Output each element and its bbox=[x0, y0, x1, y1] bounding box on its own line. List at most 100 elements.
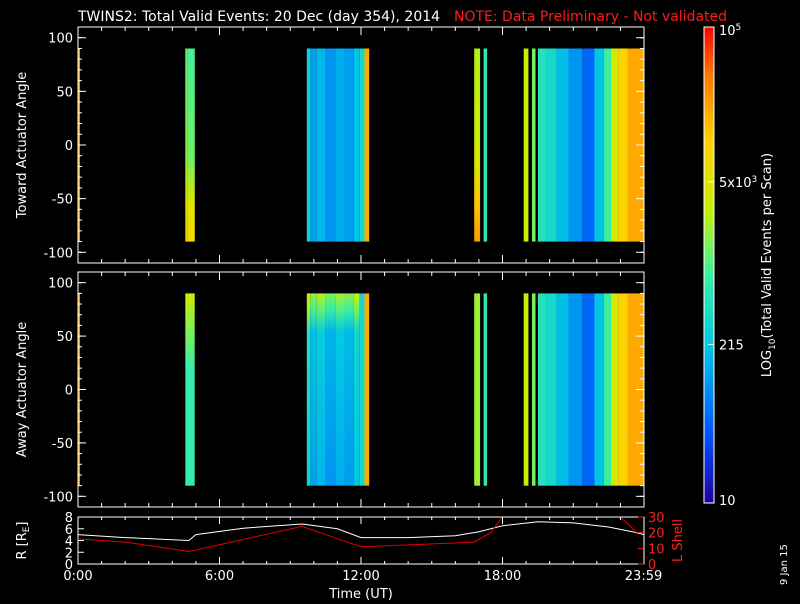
heatmap-bin bbox=[627, 48, 644, 242]
heatmap-bin bbox=[474, 293, 481, 486]
heatmap-bin bbox=[310, 293, 317, 486]
heatmap-bin bbox=[537, 48, 545, 242]
heatmap-bin bbox=[335, 48, 345, 242]
y-tick-label: 100 bbox=[48, 32, 73, 47]
orbit-plot-frame bbox=[77, 516, 645, 565]
x-tick-label: 18:00 bbox=[484, 569, 521, 584]
y-tick-label: -50 bbox=[52, 193, 73, 208]
r-tick-label: 8 bbox=[65, 511, 73, 526]
y-tick-label: 0 bbox=[65, 384, 73, 399]
heatmap-bin bbox=[325, 48, 335, 242]
colorbar-label-pre: LOG bbox=[760, 350, 775, 377]
heatmap-bin bbox=[325, 293, 335, 486]
x-tick-label: 6:00 bbox=[205, 569, 234, 584]
heatmap-bin bbox=[545, 293, 557, 486]
heatmap-bin bbox=[568, 48, 583, 242]
heatmap-bin bbox=[568, 293, 583, 486]
y-tick-label: 100 bbox=[48, 277, 73, 292]
heatmap-bin bbox=[364, 48, 370, 242]
heatmap-bin bbox=[523, 48, 529, 242]
colorbar-tick-label: 105 bbox=[719, 23, 741, 39]
heatmap-bin bbox=[353, 293, 360, 486]
heatmap-bin bbox=[594, 293, 604, 486]
y-tick-label: -100 bbox=[43, 490, 73, 505]
heatmap-bin bbox=[344, 293, 354, 486]
colorbar-tick-label: 5x103 bbox=[719, 175, 757, 191]
heatmap-bin bbox=[474, 48, 481, 242]
heatmap-bin bbox=[483, 293, 488, 486]
l-shell-line bbox=[78, 517, 503, 553]
heatmap-bin bbox=[310, 48, 317, 242]
toward-angle-panel: 100 50 0 -50 -100 Toward Actuator Angle bbox=[15, 26, 645, 264]
away-angle-panel: 100 50 0 -50 -100 Away Actuator Angle bbox=[15, 271, 645, 508]
x-axis-label: Time (UT) bbox=[328, 587, 393, 600]
colorbar-gradient bbox=[703, 26, 715, 504]
l-shell-tick-label: 0 bbox=[648, 558, 656, 573]
y-tick-label: 50 bbox=[56, 330, 73, 345]
heatmap-bin bbox=[618, 293, 628, 486]
colorbar-tick-label: 215 bbox=[719, 338, 744, 353]
date-stamp: 9 Jan 15 bbox=[779, 544, 790, 585]
y-tick-label: 50 bbox=[56, 85, 73, 100]
heatmap-bin bbox=[611, 48, 619, 242]
heatmap-bin bbox=[545, 48, 557, 242]
heatmap-bin bbox=[185, 48, 188, 242]
x-tick-label: 23:59 bbox=[625, 569, 662, 584]
heatmap-bin bbox=[187, 48, 195, 242]
colorbar-ticks: 10 215 5x103 105 bbox=[708, 23, 757, 509]
r-tick-label: 0 bbox=[65, 558, 73, 573]
heatmap-bin bbox=[185, 293, 195, 486]
y-tick-label: -50 bbox=[52, 437, 73, 452]
heatmap-bin bbox=[532, 48, 536, 242]
r-axis-label: R [RE] bbox=[15, 521, 32, 559]
heatmap-bin bbox=[359, 48, 365, 242]
r-distance-line bbox=[78, 521, 644, 542]
heatmap-bin bbox=[344, 48, 354, 242]
heatmap-bin bbox=[364, 293, 370, 486]
heatmap-bin bbox=[594, 48, 604, 242]
preliminary-note: NOTE: Data Preliminary - Not validated bbox=[454, 9, 727, 25]
r-tick-label: 4 bbox=[65, 535, 73, 550]
l-shell-tick-label: 20 bbox=[648, 527, 665, 542]
heatmap-bin bbox=[603, 48, 611, 242]
heatmap-bin bbox=[316, 48, 326, 242]
y-tick-label: -100 bbox=[43, 246, 73, 261]
colorbar-tick-label: 10 bbox=[719, 494, 736, 509]
y-axis-label: Toward Actuator Angle bbox=[15, 72, 30, 219]
heatmap-bin bbox=[618, 48, 628, 242]
y-tick-label: 0 bbox=[65, 139, 73, 154]
heatmap-bin bbox=[611, 293, 619, 486]
colorbar-label-post: (Total Valid Events per Scan) bbox=[760, 153, 775, 339]
chart-title: TWINS2: Total Valid Events: 20 Dec (day … bbox=[77, 9, 440, 25]
y-axis-label: Away Actuator Angle bbox=[15, 322, 30, 457]
heatmap-bin bbox=[556, 293, 569, 486]
colorbar-label: LOG10(Total Valid Events per Scan) bbox=[760, 153, 778, 377]
heatmap-bin bbox=[582, 293, 595, 486]
l-shell-tick-label: 30 bbox=[648, 511, 665, 526]
heatmap-bin bbox=[335, 293, 345, 486]
l-shell-line bbox=[620, 517, 638, 534]
colorbar-label-sub: 10 bbox=[768, 338, 778, 350]
heatmap-bin bbox=[532, 293, 536, 486]
heatmap-bin bbox=[306, 293, 311, 486]
heatmap-bin bbox=[359, 293, 365, 486]
heatmap-bin bbox=[603, 293, 611, 486]
heatmap-bin bbox=[627, 293, 644, 486]
l-shell-axis-label: L Shell bbox=[671, 519, 686, 562]
heatmap-bin bbox=[316, 293, 326, 486]
r-tick-label: 6 bbox=[65, 523, 73, 538]
x-tick-label: 12:00 bbox=[342, 569, 379, 584]
heatmap-bin bbox=[556, 48, 569, 242]
r-tick-label: 2 bbox=[65, 546, 73, 561]
l-shell-tick-label: 10 bbox=[648, 542, 665, 557]
x-tick-label: 0:00 bbox=[63, 569, 92, 584]
heatmap-bin bbox=[523, 293, 529, 486]
heatmap-bin bbox=[537, 293, 545, 486]
heatmap-bin bbox=[483, 48, 488, 242]
heatmap-bin bbox=[353, 48, 360, 242]
heatmap-bin bbox=[306, 48, 311, 242]
heatmap-bin bbox=[582, 48, 595, 242]
